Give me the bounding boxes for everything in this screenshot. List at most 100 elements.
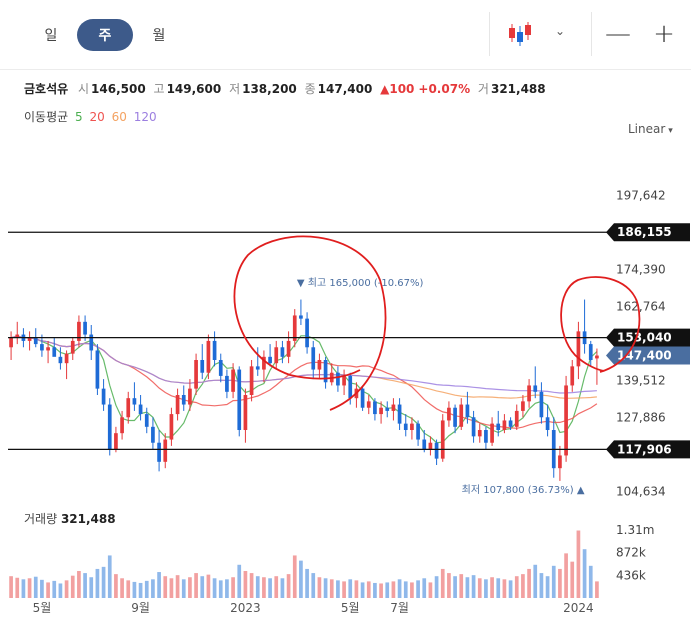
candle bbox=[175, 388, 180, 421]
candle bbox=[206, 334, 211, 380]
candle bbox=[299, 299, 303, 325]
volume-bar bbox=[533, 564, 538, 598]
volume-bar bbox=[447, 573, 451, 598]
candle-body bbox=[416, 423, 420, 440]
volume-bar bbox=[305, 568, 309, 598]
candle bbox=[255, 347, 260, 376]
candle-body bbox=[243, 395, 248, 430]
candle-body bbox=[70, 340, 75, 354]
volume-bar bbox=[194, 573, 198, 598]
candle-body bbox=[558, 455, 562, 469]
candle-body bbox=[299, 315, 303, 319]
candle-body bbox=[132, 398, 137, 405]
candle bbox=[459, 398, 464, 430]
toolbar-divider bbox=[489, 12, 490, 56]
candle bbox=[582, 299, 587, 354]
tab-week[interactable]: 주 bbox=[77, 19, 133, 51]
candle bbox=[514, 404, 519, 430]
annotation-circle bbox=[233, 235, 387, 411]
volume-tick-label: 872k bbox=[616, 546, 646, 560]
candle bbox=[323, 356, 328, 389]
scale-mode-select[interactable]: Linear ▾ bbox=[628, 122, 673, 136]
candle-body bbox=[311, 347, 316, 370]
candle-body bbox=[107, 404, 112, 450]
candle-body bbox=[138, 404, 143, 415]
candle bbox=[225, 369, 229, 399]
candle bbox=[274, 340, 279, 370]
candle bbox=[83, 315, 87, 341]
volume-bar bbox=[459, 574, 464, 598]
volume-bar bbox=[188, 577, 192, 598]
volume-bar bbox=[323, 578, 328, 598]
volume-bar bbox=[212, 578, 217, 598]
volume-value: 321,488 bbox=[490, 82, 546, 96]
stock-name: 금호석유 bbox=[24, 82, 69, 96]
high-price: 149,600 bbox=[166, 82, 222, 96]
tab-month[interactable]: 월 bbox=[152, 28, 166, 44]
candle-body bbox=[366, 401, 371, 408]
volume-bar bbox=[564, 553, 568, 598]
high-marker-label: ▼ 최고 165,000 (-10.67%) bbox=[297, 277, 424, 289]
candle bbox=[95, 344, 100, 395]
volume-bar bbox=[416, 580, 420, 598]
candle-body bbox=[348, 375, 353, 399]
candle bbox=[151, 417, 155, 450]
x-tick-label: 5월 bbox=[341, 601, 360, 615]
volume-bar bbox=[27, 578, 32, 598]
volume-bar bbox=[169, 578, 174, 598]
volume-bar bbox=[440, 568, 445, 598]
x-tick-label: 2024 bbox=[563, 601, 594, 615]
volume-bar bbox=[570, 561, 575, 598]
candle-body bbox=[268, 356, 272, 364]
ma-60: 60 bbox=[111, 110, 127, 124]
volume-bar bbox=[329, 579, 334, 598]
candle bbox=[101, 379, 106, 411]
candle-body bbox=[502, 420, 507, 430]
candle-body bbox=[379, 407, 383, 415]
candlestick-icon bbox=[509, 22, 531, 46]
candle bbox=[169, 407, 174, 446]
candle-body bbox=[391, 404, 396, 411]
horizontal-line-label: 153,040 bbox=[617, 331, 672, 345]
chevron-down-icon: ▾ bbox=[668, 126, 673, 136]
volume-bar bbox=[508, 580, 513, 598]
candle bbox=[286, 331, 291, 364]
volume-bar bbox=[114, 574, 118, 598]
candle-body bbox=[342, 375, 346, 386]
candle bbox=[262, 350, 266, 383]
volume-bar bbox=[144, 580, 149, 598]
horizontal-line-tag bbox=[606, 440, 690, 459]
price-change-pct: +0.07% bbox=[418, 82, 471, 96]
candle-body bbox=[274, 347, 279, 364]
scale-mode-label: Linear bbox=[628, 122, 666, 136]
moving-average-legend: 이동평균 5 20 60 120 bbox=[24, 108, 160, 125]
candle bbox=[231, 363, 235, 399]
volume-bar bbox=[558, 568, 562, 598]
volume-bar bbox=[77, 571, 81, 598]
candle-body bbox=[305, 318, 309, 348]
candle bbox=[379, 401, 383, 424]
volume-bar bbox=[46, 582, 50, 598]
candle bbox=[354, 382, 359, 408]
plus-icon[interactable]: + bbox=[653, 19, 675, 49]
volume-bar bbox=[477, 578, 482, 598]
volume-bar bbox=[262, 577, 266, 598]
candle bbox=[329, 363, 334, 386]
candle bbox=[194, 353, 198, 395]
volume-bar bbox=[255, 576, 260, 598]
candle bbox=[9, 331, 13, 360]
candle bbox=[576, 321, 581, 380]
candle bbox=[595, 348, 599, 385]
candle-body bbox=[151, 426, 155, 443]
minus-icon[interactable]: — bbox=[605, 19, 631, 49]
volume-bar bbox=[360, 582, 365, 598]
chart-type-select[interactable]: ⌄ bbox=[505, 20, 577, 50]
candle bbox=[218, 353, 223, 383]
candle bbox=[40, 334, 44, 357]
chevron-down-icon: ⌄ bbox=[555, 24, 566, 38]
candle bbox=[403, 414, 408, 437]
candle-body bbox=[477, 430, 482, 437]
volume-bar bbox=[83, 573, 87, 598]
low-marker-label: 최저 107,800 (36.73%) ▲ bbox=[462, 484, 585, 496]
tab-day[interactable]: 일 bbox=[44, 28, 58, 44]
